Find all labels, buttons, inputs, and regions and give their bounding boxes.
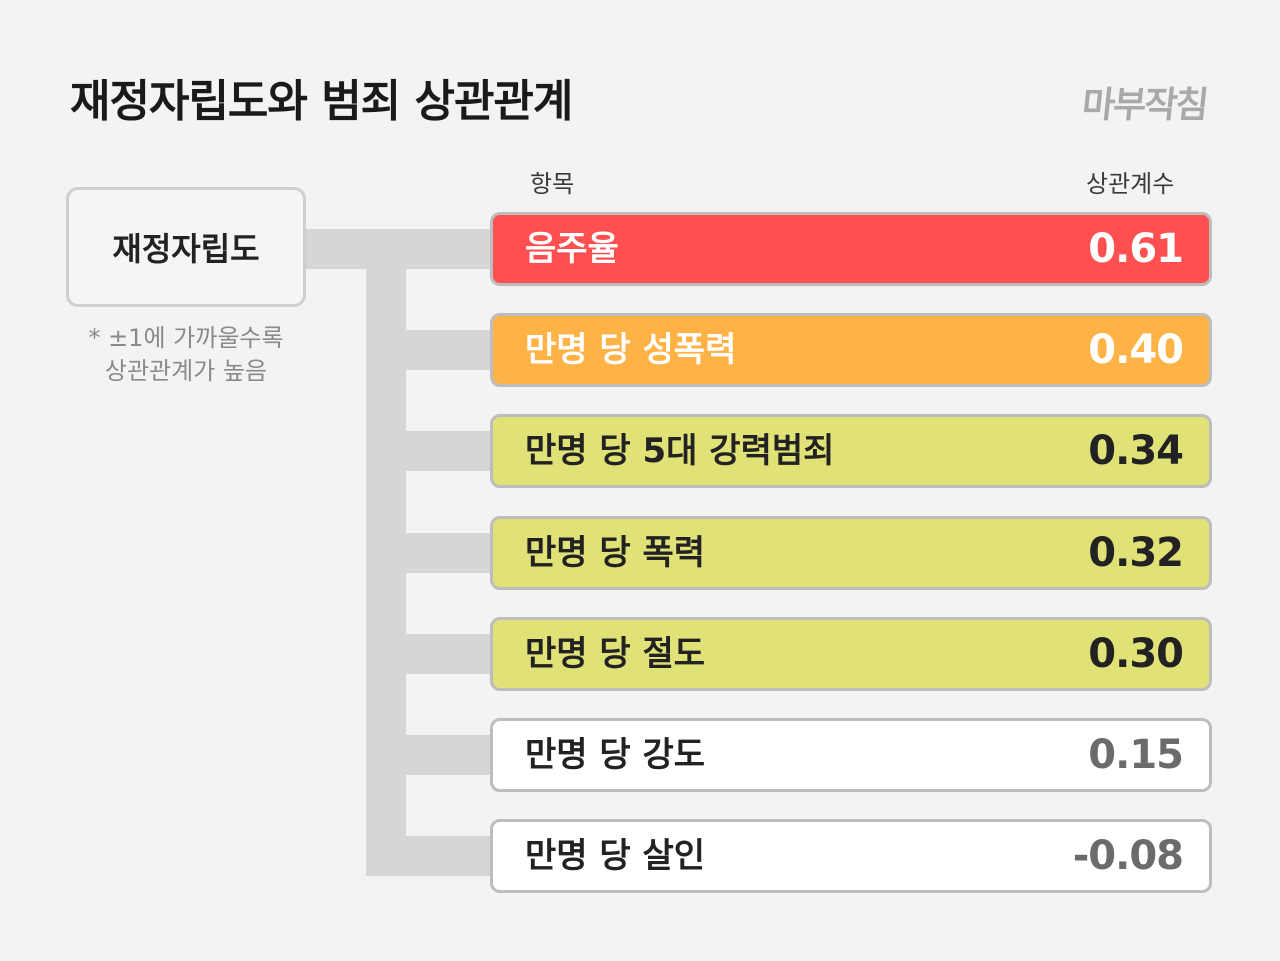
row-value: 0.15 xyxy=(1088,732,1184,778)
row-value: 0.61 xyxy=(1088,226,1184,272)
source-node: 재정자립도 xyxy=(66,187,306,307)
table-row: 만명 당 살인 -0.08 xyxy=(490,819,1212,893)
column-header-coefficient: 상관계수 xyxy=(1086,170,1175,198)
row-label: 만명 당 살인 xyxy=(525,836,706,876)
note: * ±1에 가까울수록 상관관계가 높음 xyxy=(66,322,306,388)
table-row: 만명 당 성폭력 0.40 xyxy=(490,313,1212,387)
table-row: 음주율 0.61 xyxy=(490,212,1212,286)
row-value: 0.32 xyxy=(1088,530,1184,576)
connector-branch xyxy=(366,330,500,370)
row-value: 0.34 xyxy=(1088,428,1184,474)
row-label: 만명 당 강도 xyxy=(525,735,706,775)
row-label: 만명 당 5대 강력범죄 xyxy=(525,431,835,471)
connector-branch xyxy=(366,836,500,876)
note-line-2: 상관관계가 높음 xyxy=(104,357,268,385)
row-label: 음주율 xyxy=(525,229,619,269)
connector-branch xyxy=(366,735,500,775)
table-row: 만명 당 폭력 0.32 xyxy=(490,516,1212,590)
table-row: 만명 당 절도 0.30 xyxy=(490,617,1212,691)
connector-branch xyxy=(366,431,500,471)
chart-title: 재정자립도와 범죄 상관관계 xyxy=(70,76,573,127)
column-header-item: 항목 xyxy=(530,170,575,198)
row-label: 만명 당 절도 xyxy=(525,634,706,674)
note-line-1: * ±1에 가까울수록 xyxy=(88,324,284,352)
brand-logo: 마부작침 xyxy=(1079,85,1209,126)
row-label: 만명 당 성폭력 xyxy=(525,330,737,370)
row-value: 0.40 xyxy=(1088,327,1184,373)
row-value: -0.08 xyxy=(1072,833,1184,879)
row-label: 만명 당 폭력 xyxy=(525,533,706,573)
table-row: 만명 당 5대 강력범죄 0.34 xyxy=(490,414,1212,488)
connector-branch xyxy=(366,634,500,674)
table-row: 만명 당 강도 0.15 xyxy=(490,718,1212,792)
row-value: 0.30 xyxy=(1088,631,1184,677)
connector-branch xyxy=(366,533,500,573)
